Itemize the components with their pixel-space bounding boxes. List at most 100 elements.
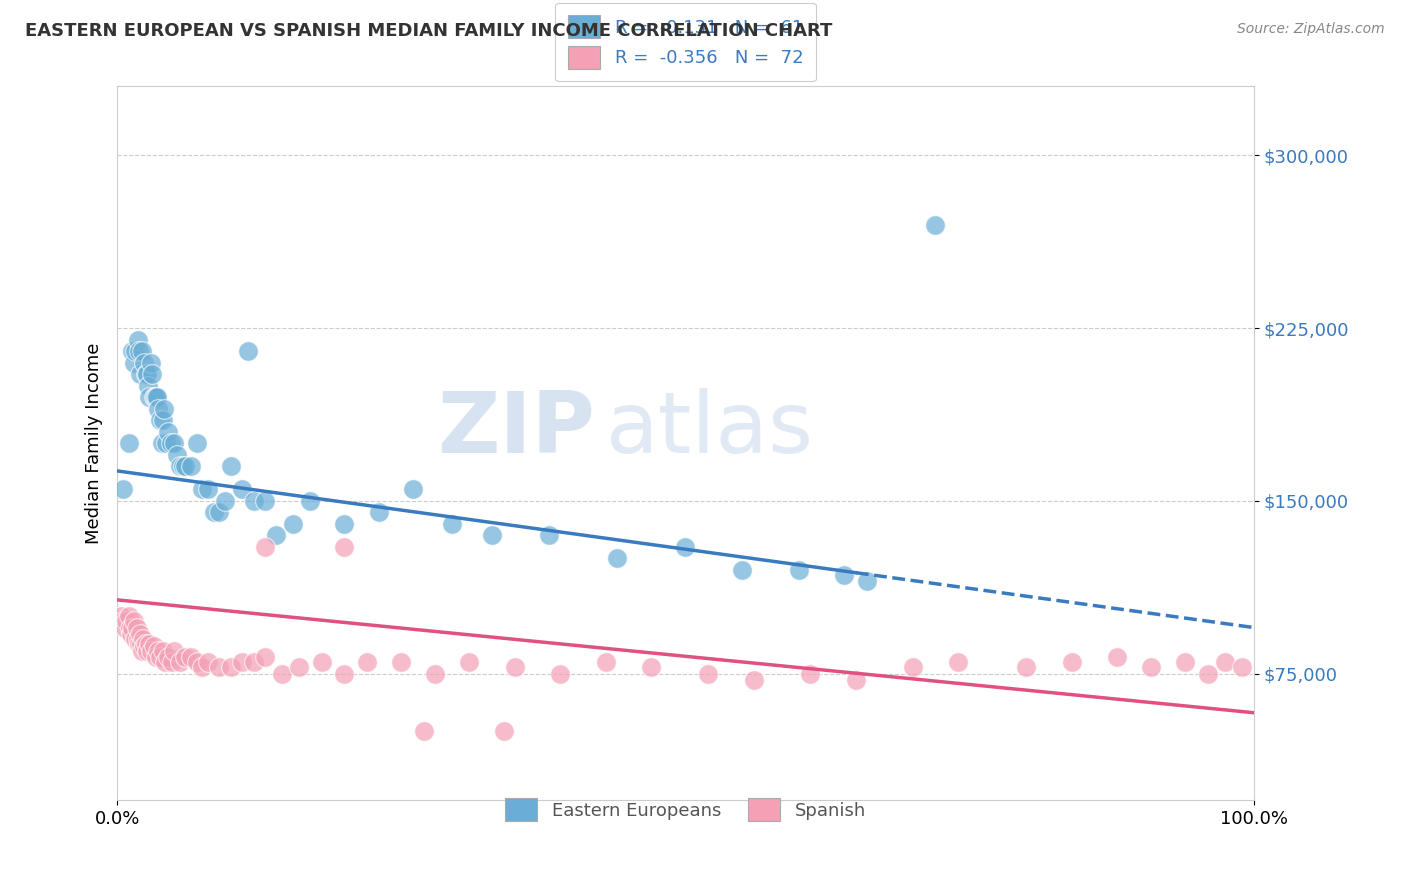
Point [242,493,264,508]
Point [131,643,153,657]
Point [219,459,242,474]
Point [122,356,145,370]
Point [311,655,333,669]
Text: ZIP: ZIP [437,387,595,470]
Point [135,637,157,651]
Point [114,620,136,634]
Point [186,655,208,669]
Point [121,344,143,359]
Point [180,459,202,474]
Point [266,528,288,542]
Point [172,459,194,474]
Point [135,368,157,382]
Point [111,614,134,628]
Point [111,483,134,497]
Point [174,650,197,665]
Point [208,505,231,519]
Point [180,650,202,665]
Point [503,659,526,673]
Point [640,659,662,673]
Point [253,650,276,665]
Point [127,632,149,646]
Point [152,413,174,427]
Point [356,655,378,669]
Point [142,390,165,404]
Point [127,333,149,347]
Point [924,218,946,232]
Point [149,413,172,427]
Point [389,655,412,669]
Point [481,528,503,542]
Point [191,659,214,673]
Point [128,344,150,359]
Point [146,390,169,404]
Point [157,650,180,665]
Point [333,516,356,531]
Point [120,627,142,641]
Point [845,673,868,688]
Point [299,493,322,508]
Point [242,655,264,669]
Point [124,632,146,646]
Legend: Eastern Europeans, Spanish: Eastern Europeans, Spanish [492,786,879,834]
Point [149,650,172,665]
Point [425,666,447,681]
Point [413,724,436,739]
Point [799,666,821,681]
Point [1107,650,1129,665]
Point [271,666,294,681]
Point [1140,659,1163,673]
Point [214,493,236,508]
Point [131,344,153,359]
Point [117,436,139,450]
Point [219,659,242,673]
Point [367,505,389,519]
Point [125,620,148,634]
Point [1060,655,1083,669]
Point [135,368,157,382]
Point [537,528,560,542]
Point [550,666,572,681]
Point [153,655,176,669]
Point [129,637,152,651]
Point [401,483,423,497]
Point [166,448,188,462]
Point [159,436,181,450]
Point [117,609,139,624]
Point [731,563,754,577]
Point [132,632,155,646]
Point [145,650,167,665]
Point [163,436,186,450]
Point [157,425,180,439]
Point [1174,655,1197,669]
Point [441,516,464,531]
Point [202,505,225,519]
Point [146,401,169,416]
Point [110,609,132,624]
Point [283,516,305,531]
Point [138,637,160,651]
Point [141,368,163,382]
Point [333,666,356,681]
Point [197,655,219,669]
Y-axis label: Median Family Income: Median Family Income [86,343,103,544]
Point [787,563,810,577]
Point [697,666,720,681]
Point [1197,666,1219,681]
Point [197,483,219,497]
Point [141,356,163,370]
Point [458,655,481,669]
Point [1015,659,1038,673]
Point [121,620,143,634]
Point [169,459,191,474]
Point [150,436,173,450]
Point [142,639,165,653]
Point [186,436,208,450]
Point [606,551,628,566]
Text: atlas: atlas [606,387,814,470]
Point [1213,655,1236,669]
Point [288,659,311,673]
Point [129,368,152,382]
Point [834,567,856,582]
Point [333,540,356,554]
